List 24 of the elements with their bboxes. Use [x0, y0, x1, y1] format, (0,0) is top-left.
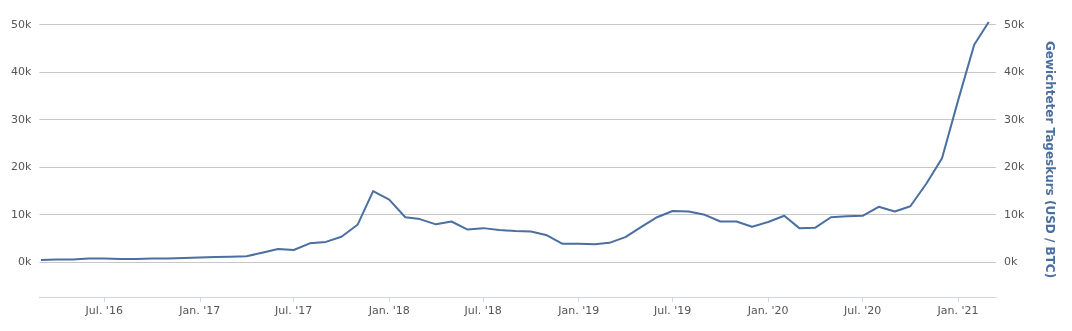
x-tick-label: Jul. '19 [652, 304, 692, 317]
x-tick-label: Jul. '18 [463, 304, 502, 317]
x-tick-label: Jul. '17 [274, 304, 313, 317]
y2-tick-label: 50k [1004, 17, 1025, 31]
x-tick-label: Jan. '21 [936, 304, 979, 317]
y-tick-label: 50k [10, 17, 32, 31]
y2-tick-label: 10k [1004, 207, 1025, 221]
y2-tick-label: 30k [1004, 112, 1025, 126]
x-tick-label: Jan. '18 [367, 304, 410, 317]
y-tick-label: 0k [17, 255, 32, 269]
x-tick-label: Jan. '20 [746, 304, 789, 317]
y-tick-label: 40k [10, 65, 32, 79]
y-tick-label: 10k [10, 207, 32, 221]
y-tick-label: 20k [10, 160, 32, 174]
y2-tick-label: 20k [1004, 160, 1025, 174]
y2-tick-label: 0k [1004, 255, 1018, 269]
x-tick-label: Jul. '16 [84, 304, 123, 317]
x-tick-label: Jan. '17 [178, 304, 221, 317]
y2-tick-label: 40k [1004, 65, 1025, 79]
line-series [39, 21, 990, 261]
y-tick-label: 30k [10, 112, 32, 126]
x-tick-label: Jan. '19 [557, 304, 600, 317]
x-tick-label: Jul. '20 [842, 304, 882, 317]
y2-axis-title: Gewichteter Tageskurs (USD / BTC) [1043, 40, 1057, 279]
